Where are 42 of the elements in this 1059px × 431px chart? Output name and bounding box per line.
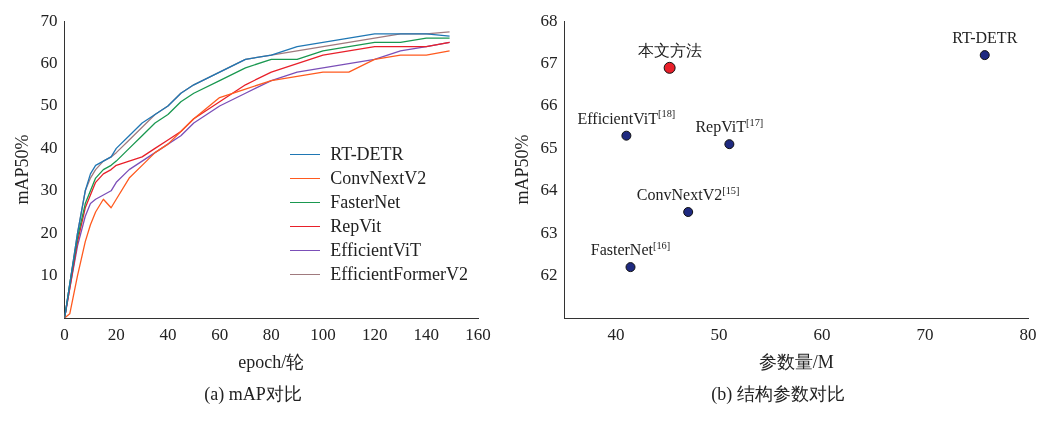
y-tick-label: 20 (40, 222, 58, 242)
text: (a) mAP对比 (203, 383, 303, 406)
annotation: RT-DETR (952, 29, 1018, 47)
x-tick-label: 120 (361, 324, 388, 344)
x-tick-label: 60 (211, 324, 229, 344)
y-tick-label: 30 (40, 180, 58, 200)
x-tick-label: 100 (310, 324, 336, 344)
x-tick-label: 50 (710, 324, 728, 344)
x-axis-title: 参数量/M (758, 351, 834, 372)
y-tick-label: 66 (540, 95, 558, 115)
y-tick-label: 62 (540, 265, 558, 285)
y-tick-label: 67 (540, 53, 559, 73)
y-tick-label: 63 (540, 222, 558, 242)
legend-label: FasterNet (330, 191, 401, 214)
x-tick-label: 160 (465, 324, 491, 344)
x-tick-label: 80 (1019, 324, 1037, 344)
x-tick-label: 70 (916, 324, 934, 344)
x-tick-label: 140 (413, 324, 440, 344)
text: (b) 结构参数对比 (710, 383, 846, 406)
x-tick-label: 60 (813, 324, 831, 344)
x-tick-label: 40 (159, 324, 177, 344)
y-tick-label: 68 (540, 10, 558, 30)
legend-label: EfficientViT (330, 239, 421, 262)
x-tick-label: 20 (107, 324, 125, 344)
x-tick-label: 80 (262, 324, 280, 344)
x-tick-label: 40 (607, 324, 625, 344)
y-tick-label: 65 (540, 137, 558, 157)
annotation: 本文方法 (637, 41, 702, 59)
y-axis-title: mAP50% (11, 134, 32, 205)
legend-label: EfficientFormerV2 (330, 263, 468, 286)
y-tick-label: 40 (40, 137, 58, 157)
legend-label: RepVit (330, 215, 382, 238)
legend-label: ConvNextV2 (330, 167, 427, 190)
y-tick-label: 70 (40, 10, 58, 30)
x-axis-title: epoch/轮 (238, 351, 305, 372)
y-tick-label: 10 (40, 265, 58, 285)
y-axis-title: mAP50% (511, 134, 532, 205)
y-tick-label: 64 (540, 180, 559, 200)
y-tick-label: 50 (40, 95, 58, 115)
legend-label: RT-DETR (330, 143, 404, 166)
x-tick-label: 0 (60, 324, 69, 344)
y-tick-label: 60 (40, 53, 58, 73)
